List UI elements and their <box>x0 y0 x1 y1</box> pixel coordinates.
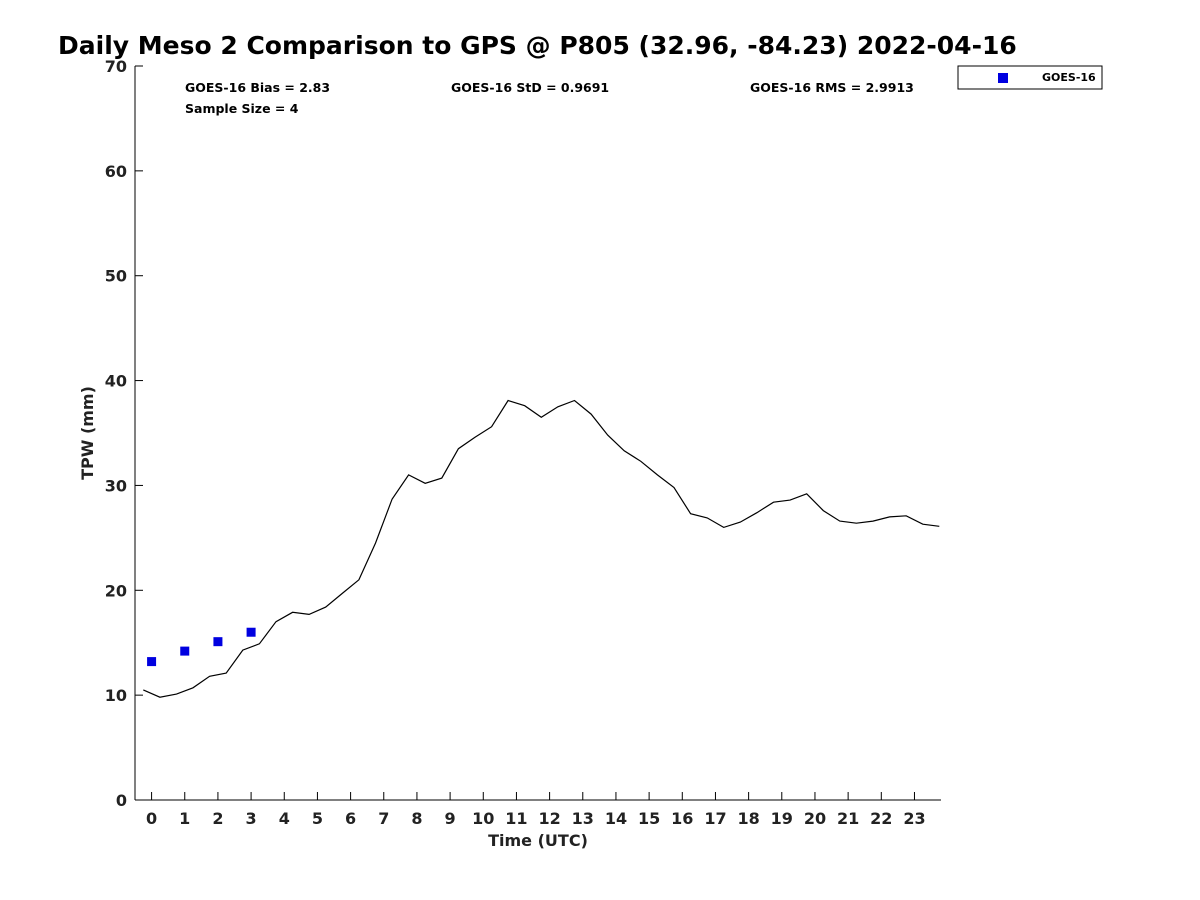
y-tick-label: 10 <box>105 686 127 705</box>
x-tick-label: 4 <box>279 809 290 828</box>
legend: GOES-16 <box>957 65 1103 90</box>
y-tick-label: 30 <box>105 476 127 495</box>
x-tick-label: 11 <box>505 809 527 828</box>
x-tick-label: 5 <box>312 809 323 828</box>
goes16-point <box>246 627 256 637</box>
x-tick-label: 9 <box>445 809 456 828</box>
series-layer <box>143 399 940 698</box>
x-tick-label: 21 <box>837 809 859 828</box>
x-tick-label: 14 <box>605 809 627 828</box>
x-axis-label: Time (UTC) <box>488 831 588 850</box>
x-tick-label: 6 <box>345 809 356 828</box>
x-tick-label: 22 <box>870 809 892 828</box>
x-tick-label: 13 <box>572 809 594 828</box>
bias-stat: GOES-16 Bias = 2.83 <box>185 80 330 95</box>
x-tick-label: 12 <box>538 809 560 828</box>
rms-stat: GOES-16 RMS = 2.9913 <box>750 80 914 95</box>
y-tick-label: 60 <box>105 162 127 181</box>
x-tick-label: 16 <box>671 809 693 828</box>
axes <box>134 66 941 801</box>
x-tick-label: 18 <box>737 809 759 828</box>
x-tick-label: 2 <box>212 809 223 828</box>
x-tick-label: 1 <box>179 809 190 828</box>
goes16-point <box>180 646 190 656</box>
y-tick-label: 0 <box>116 791 127 810</box>
x-tick-label: 8 <box>411 809 422 828</box>
goes16-point <box>213 637 223 647</box>
goes16-point <box>147 657 157 667</box>
x-tick-label: 17 <box>704 809 726 828</box>
legend-box <box>957 65 1103 90</box>
x-tick-label: 10 <box>472 809 494 828</box>
sample-size-stat: Sample Size = 4 <box>185 101 299 116</box>
std-stat: GOES-16 StD = 0.9691 <box>451 80 609 95</box>
legend-marker <box>998 73 1008 83</box>
x-tick-label: 20 <box>804 809 826 828</box>
x-tick-label: 7 <box>378 809 389 828</box>
x-tick-label: 23 <box>903 809 925 828</box>
y-axis-label: TPW (mm) <box>78 386 97 480</box>
x-axis-ticks: 0 1 2 3 4 5 6 7 8 9 10 11 12 13 14 15 16 17 18 19 20 21 22 23 <box>146 792 926 828</box>
y-tick-label: 70 <box>105 57 127 76</box>
x-tick-label: 15 <box>638 809 660 828</box>
y-axis-ticks: 0 10 20 30 40 50 60 70 <box>105 57 143 810</box>
x-tick-label: 19 <box>771 809 793 828</box>
x-tick-label: 3 <box>246 809 257 828</box>
x-tick-label: 0 <box>146 809 157 828</box>
y-tick-label: 40 <box>105 372 127 391</box>
chart-title: Daily Meso 2 Comparison to GPS @ P805 (3… <box>58 31 1017 60</box>
y-tick-label: 20 <box>105 581 127 600</box>
y-tick-label: 50 <box>105 267 127 286</box>
legend-label: GOES-16 <box>1042 71 1096 84</box>
gps-tpw-line <box>143 399 940 698</box>
